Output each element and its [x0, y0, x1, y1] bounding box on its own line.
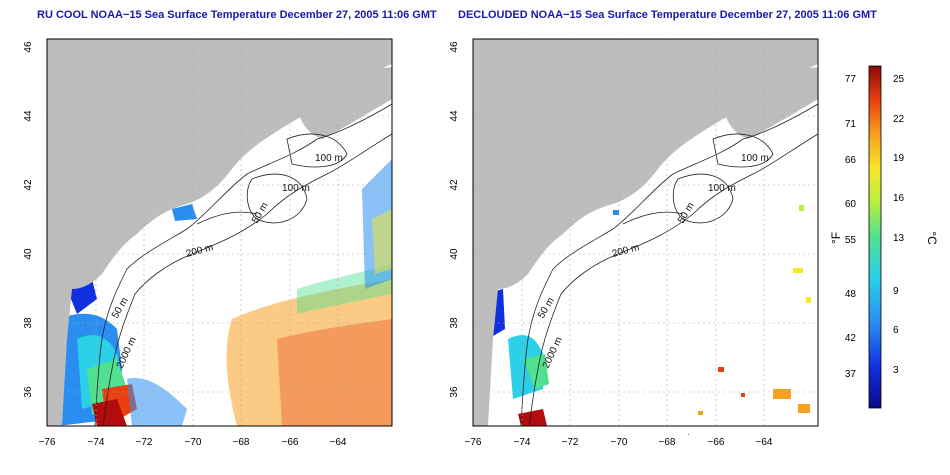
x-tick-label: −70 — [185, 437, 202, 448]
x-tick-label: −72 — [136, 437, 153, 448]
fahrenheit-tick: 55 — [845, 235, 857, 246]
contour-label: 100 m — [282, 183, 310, 194]
y-tick-label: 40 — [23, 248, 34, 260]
x-tick-label: −76 — [465, 437, 482, 448]
fahrenheit-tick: 77 — [845, 74, 857, 85]
x-tick-label: −74 — [88, 437, 105, 448]
celsius-tick: 16 — [893, 193, 905, 204]
celsius-tick: 9 — [893, 286, 899, 297]
y-tick-label: 44 — [449, 110, 460, 122]
colorbar-gradient — [868, 65, 882, 409]
fahrenheit-tick: 42 — [845, 333, 857, 344]
celsius-tick: 3 — [893, 365, 899, 376]
y-tick-label: 38 — [449, 317, 460, 329]
fahrenheit-tick: 48 — [845, 289, 857, 300]
x-tick-label: −68 — [233, 437, 250, 448]
colorbar-f-ticks: 77 71 66 60 55 48 42 37 — [845, 74, 857, 380]
x-tick-label: −66 — [282, 437, 299, 448]
x-tick-label: −68 — [659, 437, 676, 448]
fahrenheit-tick: 60 — [845, 199, 857, 210]
x-tick-label: −64 — [756, 437, 773, 448]
left-map-title: RU COOL NOAA−15 Sea Surface Temperature … — [37, 9, 437, 21]
fahrenheit-unit-label: °F — [829, 232, 843, 244]
y-tick-label: 46 — [449, 41, 460, 53]
y-tick-label: 38 — [23, 317, 34, 329]
map-frame — [472, 38, 819, 427]
x-tick-label: −70 — [611, 437, 628, 448]
y-tick-label: 46 — [23, 41, 34, 53]
y-axis-ticks: 36 38 40 42 44 46 — [449, 41, 460, 398]
x-tick-label: −76 — [39, 437, 56, 448]
contour-label: 100 m — [708, 183, 736, 194]
y-tick-label: 44 — [23, 110, 34, 122]
y-tick-label: 42 — [23, 179, 34, 191]
right-map-title: DECLOUDED NOAA−15 Sea Surface Temperatur… — [458, 9, 877, 21]
y-tick-label: 40 — [449, 248, 460, 260]
x-tick-label: −64 — [330, 437, 347, 448]
fahrenheit-tick: 66 — [845, 155, 857, 166]
map-frame — [46, 38, 393, 427]
left-map-panel: 100 m 100 m 50 m 200 m 50 m 2000 m −76 −… — [23, 38, 393, 448]
x-axis-ticks: −76 −74 −72 −70 −68 −66 −64 — [465, 437, 773, 448]
fahrenheit-tick: 71 — [845, 119, 857, 130]
x-tick-label: −66 — [708, 437, 725, 448]
contour-label: 100 m — [741, 153, 769, 164]
land-mass — [473, 39, 818, 426]
sst-pixels — [57, 159, 392, 426]
celsius-tick: 6 — [893, 325, 899, 336]
y-tick-label: 36 — [449, 386, 460, 398]
celsius-tick: 22 — [893, 114, 905, 125]
celsius-tick: 19 — [893, 153, 905, 164]
y-tick-label: 42 — [449, 179, 460, 191]
y-axis-ticks: 36 38 40 42 44 46 — [23, 41, 34, 398]
x-tick-label: −74 — [514, 437, 531, 448]
land-mass — [47, 39, 392, 426]
fahrenheit-tick: 37 — [845, 369, 857, 380]
x-axis-ticks: −76 −74 −72 −70 −68 −66 −64 — [39, 437, 347, 448]
y-tick-label: 36 — [23, 386, 34, 398]
temperature-colorbar: 77 71 66 60 55 48 42 37 25 22 19 16 13 9… — [829, 65, 939, 409]
right-map-panel: 100 m 100 m 50 m 200 m 50 m 2000 m −76 −… — [449, 38, 819, 448]
celsius-tick: 13 — [893, 233, 905, 244]
celsius-tick: 25 — [893, 74, 905, 85]
contour-label: 100 m — [315, 153, 343, 164]
celsius-unit-label: °C — [925, 231, 939, 245]
x-tick-label: −72 — [562, 437, 579, 448]
colorbar-c-ticks: 25 22 19 16 13 9 6 3 — [893, 74, 905, 376]
